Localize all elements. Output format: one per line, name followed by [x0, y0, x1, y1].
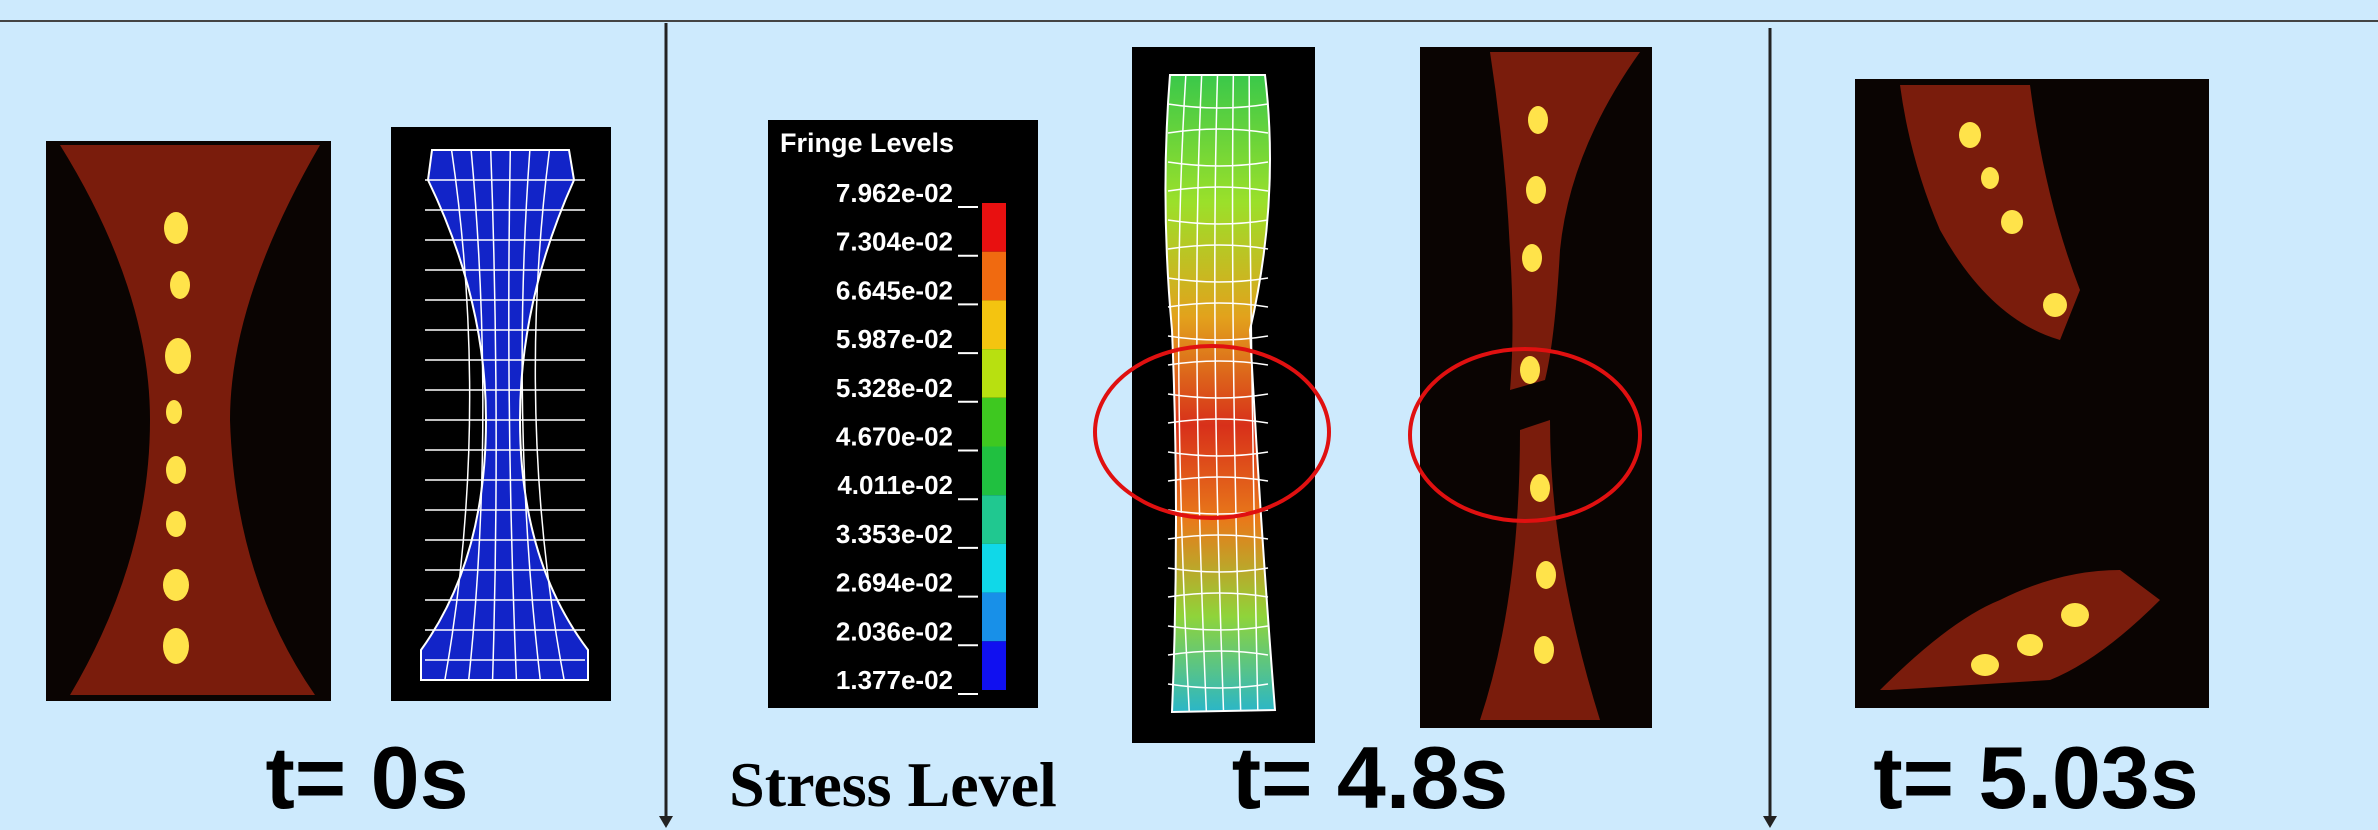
level-label: 6.645e-02 — [836, 275, 953, 305]
time-label: t= 4.8s — [1232, 728, 1508, 827]
color-segment — [982, 593, 1006, 642]
color-segment — [982, 544, 1006, 593]
level-label: 1.377e-02 — [836, 665, 953, 695]
mesh-initial — [391, 127, 611, 701]
level-label: 3.353e-02 — [836, 519, 953, 549]
fringe-legend: Fringe Levels 7.962e-02 7.304e-02 6.645e-0… — [768, 120, 1038, 708]
time-label: t= 5.03s — [1873, 728, 2198, 827]
level-label: 4.011e-02 — [837, 470, 953, 500]
color-segment — [982, 252, 1006, 301]
specimen-photo — [46, 141, 331, 701]
figure: Fringe Levels 7.962e-02 7.304e-02 6.645e-0… — [0, 0, 2378, 830]
specimen-photo — [1420, 47, 1652, 728]
color-segment — [982, 398, 1006, 447]
level-label: 5.987e-02 — [836, 324, 953, 354]
specimen-photo — [1855, 79, 2209, 708]
level-label: 4.670e-02 — [836, 422, 953, 452]
color-segment — [982, 349, 1006, 398]
time-label: t= 0s — [265, 728, 468, 827]
color-segment — [982, 300, 1006, 349]
color-segment — [982, 495, 1006, 544]
mesh-stress — [1132, 47, 1315, 743]
level-label: 2.694e-02 — [836, 568, 953, 598]
legend-title: Fringe Levels — [780, 128, 954, 158]
level-label: 7.962e-02 — [836, 178, 953, 208]
color-segment — [982, 641, 1006, 690]
level-label: 5.328e-02 — [836, 373, 953, 403]
color-segment — [982, 447, 1006, 496]
caption: Stress Level — [729, 749, 1057, 820]
color-segment — [982, 203, 1006, 252]
level-label: 7.304e-02 — [836, 227, 953, 257]
level-label: 2.036e-02 — [836, 616, 953, 646]
